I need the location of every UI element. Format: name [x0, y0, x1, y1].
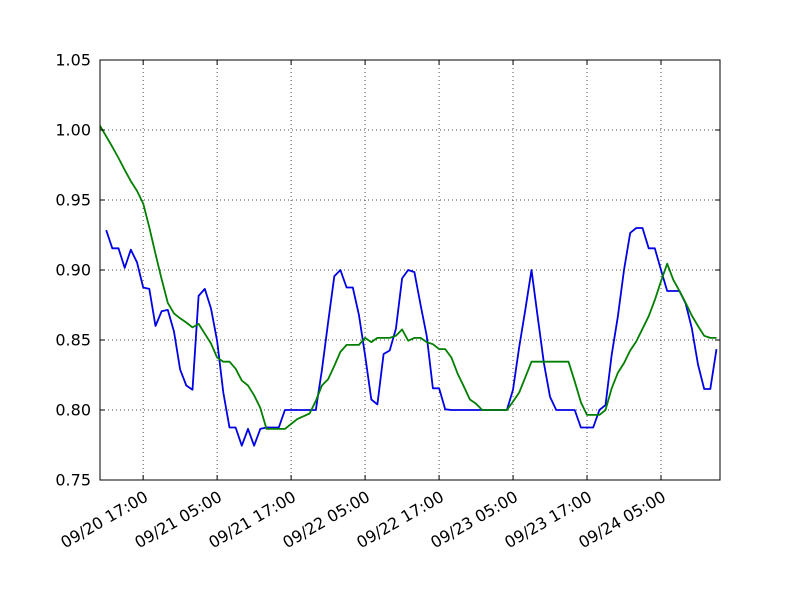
grid-layer	[100, 60, 720, 480]
y-tick-label: 0.75	[55, 471, 91, 490]
y-tick-label: 1.05	[55, 51, 91, 70]
y-tick-label: 0.95	[55, 191, 91, 210]
y-tick-label: 0.85	[55, 331, 91, 350]
series-green-line	[99, 125, 717, 430]
y-tick-label: 0.80	[55, 401, 91, 420]
y-tick-label: 0.90	[55, 261, 91, 280]
y-tick-label: 1.00	[55, 121, 91, 140]
series-layer	[99, 125, 718, 447]
tick-marks	[100, 59, 720, 481]
series-blue-line	[105, 227, 718, 447]
